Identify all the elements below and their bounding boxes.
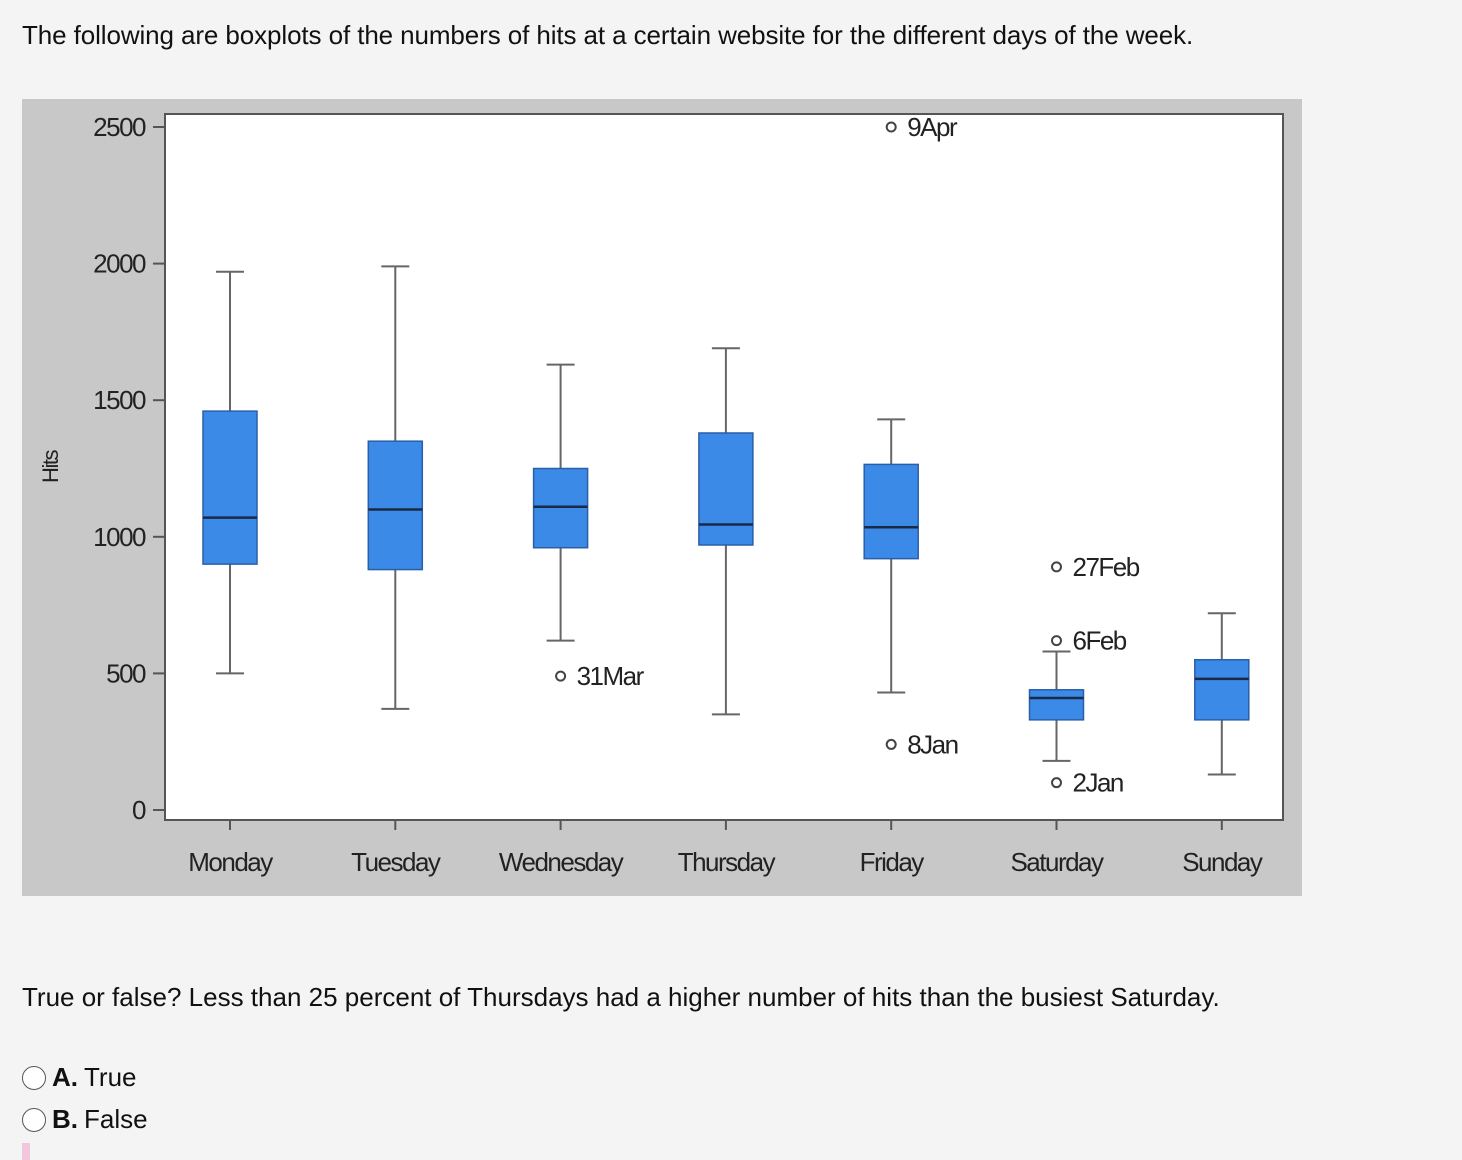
sunday-box [1194,658,1250,721]
tuesday-box [367,440,424,571]
pink-marker [22,1143,30,1160]
boxplot-figure: 0 500 1000 1500 2000 2500 Hits Monday Tuesday Wed… [22,99,1302,896]
outlier-31mar [555,670,567,682]
x-tick-label-tuesday: Tuesday [351,847,441,877]
x-tick-label-friday: Friday [860,847,925,877]
boxplot-chart: 0 500 1000 1500 2000 2500 Hits Monday Tuesday Wed… [38,112,1284,877]
option-a-label: True [84,1062,137,1092]
x-tick-label-saturday: Saturday [1010,847,1104,877]
outlier-label-27feb: 27Feb [1073,552,1140,582]
x-tick-label-wednesday: Wednesday [499,847,624,877]
x-tick-label-monday: Monday [188,847,273,877]
option-b-letter: B. [52,1104,78,1134]
y-tick-label-2000: 2000 [93,249,146,279]
outlier-6feb [1051,635,1062,647]
option-b[interactable]: B. False [22,1104,148,1135]
x-tick-label-thursday: Thursday [678,847,776,877]
y-tick-label-0: 0 [132,795,146,825]
option-a-letter: A. [52,1062,78,1092]
option-a-radio[interactable] [22,1065,46,1090]
y-tick-label-1000: 1000 [93,522,146,552]
option-a[interactable]: A. True [22,1062,137,1093]
intro-text: The following are boxplots of the number… [22,20,1194,50]
friday-box [863,463,919,560]
y-axis-label: Hits [38,450,63,483]
monday-box [202,410,258,565]
outlier-2jan [1051,777,1062,789]
outlier-8jan [885,738,897,750]
wednesday-box [532,467,589,549]
outlier-label-2jan: 2Jan [1073,768,1123,798]
thursday-box [698,432,754,546]
y-tick-label-2500: 2500 [93,112,146,142]
outlier-label-9apr: 9Apr [907,112,958,142]
outlier-27feb [1051,561,1062,573]
option-b-radio[interactable] [22,1107,46,1132]
outlier-label-31mar: 31Mar [577,661,645,691]
y-tick-label-500: 500 [106,658,146,688]
option-b-label: False [84,1104,148,1134]
x-tick-label-sunday: Sunday [1182,847,1263,877]
outlier-label-6feb: 6Feb [1073,626,1127,656]
question-text: True or false? Less than 25 percent of T… [22,982,1220,1012]
y-tick-label-1500: 1500 [93,385,146,415]
outlier-label-8jan: 8Jan [907,729,957,759]
saturday-box [1028,689,1085,721]
outlier-9apr [885,121,897,133]
